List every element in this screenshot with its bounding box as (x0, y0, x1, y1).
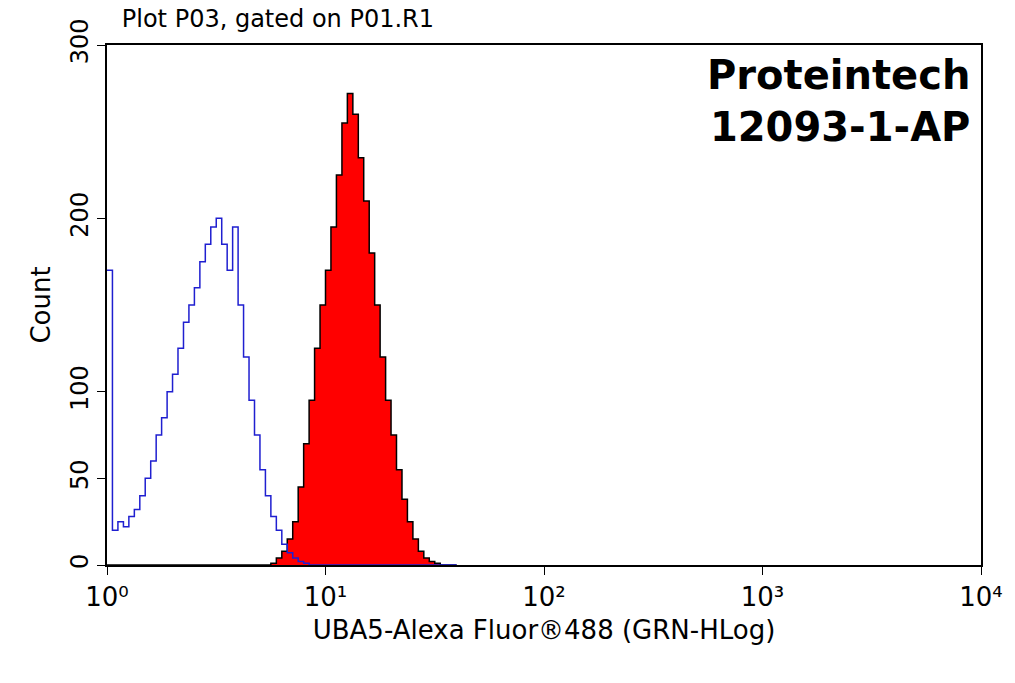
svg-text:0: 0 (66, 554, 94, 569)
svg-text:10³: 10³ (741, 582, 785, 612)
svg-text:50: 50 (66, 459, 94, 490)
svg-text:10²: 10² (522, 582, 566, 612)
svg-text:Proteintech12093-1-AP: Proteintech12093-1-AP (707, 52, 970, 150)
svg-text:100: 100 (66, 365, 94, 411)
svg-text:10¹: 10¹ (304, 582, 348, 612)
svg-text:200: 200 (66, 192, 94, 238)
svg-text:10⁴: 10⁴ (959, 582, 1003, 612)
svg-text:Count: Count (26, 266, 56, 343)
svg-text:Plot P03, gated on P01.R1: Plot P03, gated on P01.R1 (122, 5, 434, 33)
svg-text:300: 300 (66, 18, 94, 64)
svg-text:10⁰: 10⁰ (85, 582, 129, 612)
svg-text:UBA5-Alexa Fluor®488 (GRN-HLog: UBA5-Alexa Fluor®488 (GRN-HLog) (313, 615, 776, 645)
